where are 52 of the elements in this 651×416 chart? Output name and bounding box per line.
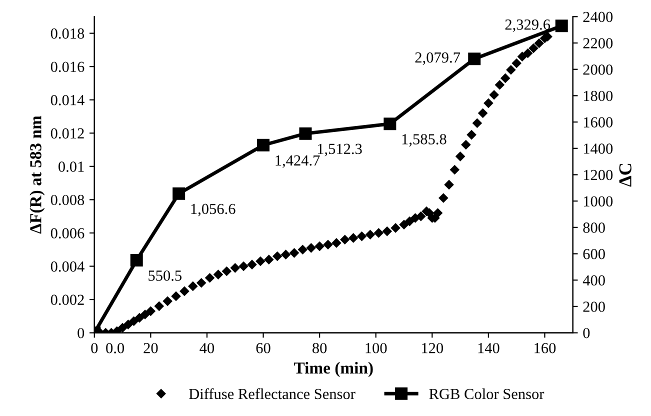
point xyxy=(130,254,143,267)
y2-tick-label: 2400 xyxy=(583,12,613,22)
y2-tick-label: 1400 xyxy=(584,144,613,154)
x-tick-label: 40 xyxy=(200,342,214,354)
y2-tick-label: 0 xyxy=(583,328,590,338)
point xyxy=(384,118,396,130)
data-label: 1,424.7 xyxy=(276,155,320,168)
y2-tick-label: 800 xyxy=(583,222,605,233)
x-tick-label: 60 xyxy=(256,342,270,354)
x-tick-label: 100 xyxy=(366,342,387,354)
y-axis-title: ΔF(R) at 583 nm xyxy=(30,116,45,234)
y-tick-label: 0.006 xyxy=(50,228,84,238)
y2-tick-label: 400 xyxy=(582,275,605,286)
point xyxy=(299,127,312,140)
y2-tick-label: 1600 xyxy=(584,117,613,128)
y2-tick-label: 1200 xyxy=(584,170,613,180)
y2-tick-label: 1800 xyxy=(584,90,613,102)
point xyxy=(172,187,186,200)
x-tick-label: 120 xyxy=(422,342,444,354)
x-tick-label: 140 xyxy=(478,342,500,354)
y2-tick-label: 200 xyxy=(583,302,605,312)
x-tick-label: 0 xyxy=(91,342,98,354)
data-label: 1,585.8 xyxy=(402,134,446,147)
data-label: 550.5 xyxy=(148,270,182,281)
x-tick-label: 20 xyxy=(144,342,158,354)
y-tick-label: 0.002 xyxy=(50,294,84,306)
y2-tick-label: 2200 xyxy=(583,38,613,48)
y-tick-label: 0 xyxy=(78,328,84,338)
y-tick-label: 0.008 xyxy=(50,194,84,206)
data-label: 2,329.6 xyxy=(505,19,550,32)
y-tick-label: 0.01 xyxy=(58,162,84,172)
point xyxy=(257,138,270,152)
x-tick-label: 160 xyxy=(534,342,556,354)
y-tick-label: 0.014 xyxy=(50,94,84,106)
legend-label: RGB Color Sensor xyxy=(429,388,544,400)
y-tick-label: 0.016 xyxy=(50,62,84,72)
y-tick-label: 0.004 xyxy=(50,261,84,272)
y2-tick-label: 2000 xyxy=(583,64,613,75)
x-tick-label: 80 xyxy=(312,342,327,354)
y-tick-label: 0.012 xyxy=(50,128,84,139)
point xyxy=(468,52,481,66)
data-label: 1,056.6 xyxy=(191,204,236,216)
y2-tick-label: 1000 xyxy=(584,196,613,207)
data-label: 1,512.3 xyxy=(318,144,362,156)
data-label: 0.0 xyxy=(106,342,124,354)
y2-axis-title: ΔC xyxy=(619,164,632,187)
y2-tick-label: 600 xyxy=(583,248,605,260)
data-label: 2,079.7 xyxy=(415,52,460,65)
y-tick-label: 0.018 xyxy=(50,28,84,39)
x-axis-title: Time (min) xyxy=(294,362,373,378)
legend-label: Diffuse Reflectance Sensor xyxy=(189,388,356,400)
point xyxy=(555,20,568,32)
